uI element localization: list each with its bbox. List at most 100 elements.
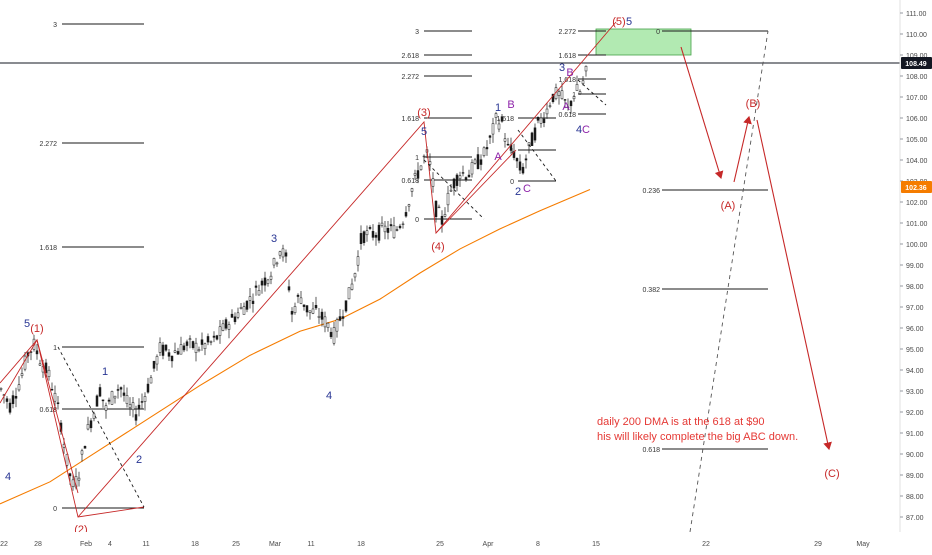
y-tick-label: 92.00 (906, 410, 924, 417)
x-tick-label: 28 (34, 541, 42, 548)
fib-level-label: 0.382 (642, 287, 660, 294)
candle-body (35, 350, 39, 355)
candle-body (572, 96, 576, 100)
candle-body (551, 93, 555, 103)
fib-level-label: 1 (53, 345, 57, 352)
candle-body (122, 392, 126, 396)
x-tick-label: 4 (108, 541, 112, 548)
candle-body (464, 177, 468, 181)
dma-price-tag (901, 181, 932, 193)
y-tick-label: 95.00 (906, 347, 924, 354)
candle-body (542, 118, 546, 123)
candle-body (530, 132, 534, 146)
candle-body (362, 231, 366, 243)
fib-level-label: 2.618 (401, 53, 419, 60)
dma-price-label: 102.36 (905, 185, 927, 192)
candle-body (230, 313, 234, 318)
candle-body (158, 342, 162, 353)
wave-line-3-4-5 (77, 21, 617, 518)
x-tick-label: May (856, 541, 870, 548)
candle-body (86, 424, 90, 430)
annotation-line-1: daily 200 DMA is at the 618 at $90 (597, 416, 765, 428)
fib-level-label: 0 (415, 217, 419, 224)
y-tick-label: 111.00 (906, 11, 926, 18)
wave-label: 4 (326, 390, 332, 402)
candle-body (437, 206, 441, 209)
x-tick-label: 18 (357, 541, 365, 548)
candle-body (392, 225, 396, 239)
fib-level-label: 1.618 (39, 245, 57, 252)
candle-body (215, 335, 219, 340)
candle-body (236, 312, 240, 318)
candle-body (296, 294, 300, 297)
candle-body (248, 296, 252, 301)
candle-body (458, 175, 462, 179)
candle-body (344, 300, 348, 312)
candle-body (569, 100, 573, 107)
candle-body (302, 304, 306, 307)
candle-body (149, 377, 153, 384)
y-tick-label: 102.00 (906, 200, 928, 207)
candle-body (251, 300, 255, 304)
price-axis-bg[interactable] (900, 0, 932, 550)
y-tick-label: 100.00 (906, 242, 928, 249)
candle-body (548, 105, 552, 107)
time-axis[interactable]: 22 28 Feb 4 11 18 25 Mar 11 18 25 Apr 8 15 22 29 May (0, 541, 870, 548)
price-axis[interactable]: 111.00 110.00 109.00 108.00 107.00 106.00 105.… (900, 11, 928, 522)
candle-body (242, 306, 246, 315)
y-tick-label: 96.00 (906, 326, 924, 333)
candle-body (314, 305, 318, 309)
fib-level-label: 0 (656, 29, 660, 36)
fib-level-label: 0.618 (401, 178, 419, 185)
candle-body (80, 450, 84, 455)
fib-level-label: 0 (53, 506, 57, 513)
candle-body (125, 395, 129, 404)
wave-label: 5 (24, 318, 30, 330)
wave-label: 2 (515, 186, 521, 198)
candle-body (155, 356, 159, 365)
candle-body (578, 91, 582, 94)
fib-level-label: 1 (415, 155, 419, 162)
candle-body (470, 162, 474, 175)
candle-body (137, 404, 141, 410)
wave-label: 3 (559, 62, 565, 74)
candle-body (545, 108, 549, 115)
y-tick-label: 87.00 (906, 515, 924, 522)
candle-body (239, 307, 243, 309)
candle-body (455, 174, 459, 186)
wave-label: 5 (421, 126, 427, 138)
candle-body (560, 90, 564, 99)
candle-body (338, 316, 342, 321)
candle-body (191, 341, 195, 348)
candle-body (431, 178, 435, 187)
candle-body (8, 402, 12, 413)
candle-body (389, 224, 393, 227)
wave-label: C (523, 183, 531, 195)
candle-body (257, 290, 261, 296)
candle-body (305, 305, 309, 313)
time-axis-bg[interactable] (0, 532, 932, 550)
candle-body (38, 363, 42, 366)
candle-body (536, 116, 540, 121)
candle-body (374, 234, 378, 238)
candle-body (284, 252, 288, 257)
x-tick-label: 22 (702, 541, 710, 548)
fib-level-label: 2.272 (558, 29, 576, 36)
candle-body (575, 84, 579, 91)
candle-body (203, 343, 207, 350)
candle-body (71, 479, 75, 487)
fib-level-label: 1.618 (558, 53, 576, 60)
candle-body (23, 355, 27, 370)
candle-body (167, 352, 171, 357)
wave-label: B (507, 99, 514, 111)
x-tick-label: 25 (232, 541, 240, 548)
candle-body (266, 279, 270, 284)
candle-body (485, 147, 489, 150)
candle-body (371, 231, 375, 238)
candle-body (335, 319, 339, 332)
candle-body (77, 477, 81, 481)
candle-body (323, 316, 327, 328)
candle-body (533, 127, 537, 141)
